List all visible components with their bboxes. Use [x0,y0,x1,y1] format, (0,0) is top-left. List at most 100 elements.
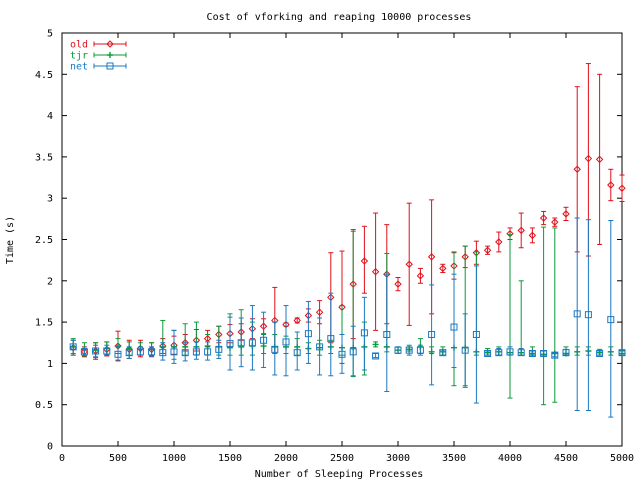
y-axis-label: Time (s) [5,216,16,264]
old-point [562,210,570,218]
old-point [371,268,380,276]
net-point [80,348,88,356]
net-point [148,348,156,356]
net-point [573,310,581,318]
old-point [618,184,626,192]
net-point [293,349,301,357]
x-tick-label: 5000 [610,453,634,464]
net-point [517,349,525,357]
series-old [69,63,626,364]
net-point [215,345,223,353]
net-point [428,330,436,338]
net-point [125,349,133,357]
x-tick-label: 2500 [330,453,354,464]
net-point [327,335,335,343]
net-point [584,311,592,319]
y-tick-label: 4 [47,111,53,122]
old-point [360,257,369,265]
net-point [551,351,559,359]
x-axis-label: Number of Sleeping Processes [255,469,424,480]
net-point [304,330,312,338]
y-tick-label: 1.5 [35,318,53,329]
plot-area [69,63,626,418]
legend-label-net: net [70,62,88,73]
net-point [338,350,346,358]
net-point [450,323,458,331]
net-point [596,349,604,357]
y-tick-label: 3.5 [35,152,53,163]
plot-frame [61,32,623,447]
net-point [439,349,447,357]
legend-label-old: old [70,40,88,51]
legend-marker-old [106,40,114,48]
net-point [170,348,178,356]
old-point [595,155,604,164]
x-tick-label: 0 [59,453,65,464]
x-tick-label: 2000 [274,453,298,464]
tjr-point [372,341,379,348]
net-point [136,348,144,356]
legend-marker-net [106,62,114,70]
y-tick-label: 0.5 [35,400,53,411]
old-point [293,316,301,325]
net-point [114,350,122,358]
net-point [92,347,100,355]
old-point [607,181,615,189]
y-tick-label: 1 [47,359,53,370]
net-point [349,348,357,356]
net-point [472,330,480,338]
old-point [315,308,324,316]
net-point [562,349,570,357]
x-tick-label: 4000 [498,453,522,464]
y-tick-label: 2 [47,276,53,287]
old-point [584,154,593,163]
y-axis-ticks: 0 0.5 1 1.5 2 2.5 3 3.5 4 4.5 5 [35,29,622,453]
y-tick-label: 3 [47,194,53,205]
x-tick-label: 1000 [162,453,186,464]
legend-marker-tjr [107,52,113,58]
net-point [506,348,514,356]
legend-label-tjr: tjr [70,51,88,62]
old-point [439,264,447,273]
old-point [416,272,425,280]
net-point [159,349,167,357]
net-point [394,346,402,354]
old-point [394,280,402,288]
old-point [483,246,492,254]
x-tick-label: 3500 [442,453,466,464]
old-point [427,253,436,261]
old-point [405,260,413,268]
net-point [103,347,111,355]
old-point [495,238,503,246]
net-point [607,316,615,324]
chart-title: Cost of vforking and reaping 10000 proce… [207,12,472,23]
net-point [248,339,256,347]
net-point [372,352,380,360]
y-tick-label: 2.5 [35,235,53,246]
net-point [484,349,492,357]
net-point [528,349,536,357]
x-tick-label: 4500 [554,453,578,464]
net-point [237,339,245,347]
net-point [360,329,368,337]
old-point [528,231,537,240]
y-tick-label: 0 [47,442,53,453]
net-point [282,338,290,346]
net-point [316,343,324,351]
x-tick-label: 3000 [386,453,410,464]
net-point [192,348,200,356]
net-point [495,349,503,357]
x-tick-label: 1500 [218,453,242,464]
old-point [539,214,548,222]
net-point [226,340,234,348]
y-tick-label: 4.5 [35,70,53,81]
series-net [69,217,626,418]
net-point [618,349,626,357]
net-point [405,346,413,354]
net-point [260,336,268,344]
x-axis-ticks: 0 500 1000 1500 2000 2500 3000 3500 4000 4500 5000 [59,33,634,464]
net-point [540,349,548,357]
net-point [461,346,469,354]
